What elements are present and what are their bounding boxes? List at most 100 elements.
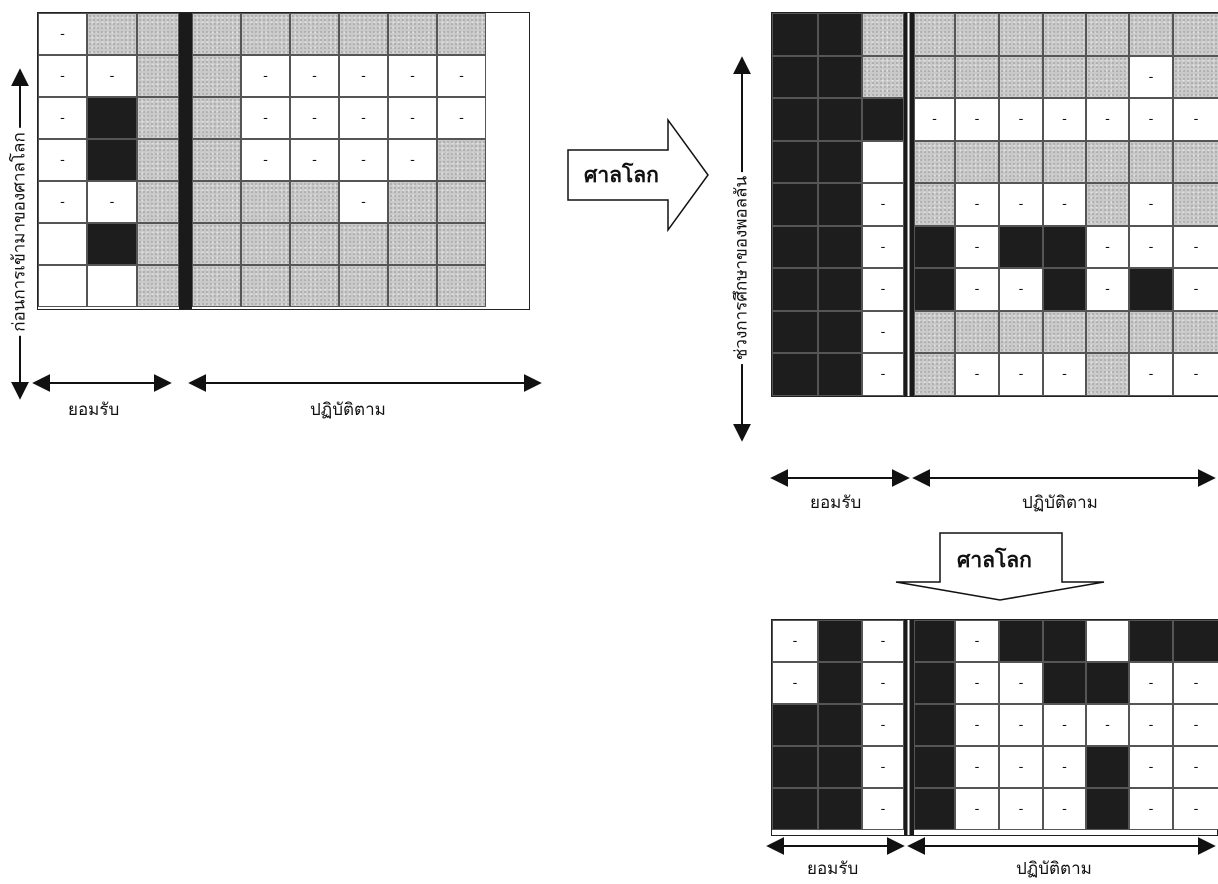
grid-cell: - bbox=[38, 139, 87, 181]
grid-cell bbox=[772, 268, 818, 311]
grid-cell bbox=[1086, 55, 1129, 98]
grid-cell bbox=[1129, 140, 1173, 183]
grid-cell bbox=[772, 140, 818, 183]
label-comply-during: ปฏิบัติตาม bbox=[1022, 493, 1098, 513]
grid-cell bbox=[999, 13, 1043, 56]
label-comply-before: ปฏิบัติตาม bbox=[310, 400, 386, 420]
grid-during-pollan-study: ------------------------------ bbox=[771, 12, 1218, 397]
label-accept-before: ยอมรับ bbox=[68, 400, 120, 420]
grid-divider bbox=[179, 13, 192, 309]
grid-cell bbox=[388, 265, 437, 307]
grid-cell bbox=[1173, 55, 1218, 98]
grid-cell: - bbox=[1129, 788, 1173, 830]
grid-cell bbox=[1173, 310, 1218, 353]
grid-cell: - bbox=[772, 620, 818, 662]
grid-cell: - bbox=[1129, 55, 1173, 98]
grid-cell bbox=[772, 13, 818, 56]
grid-cell: - bbox=[862, 746, 904, 788]
grid-cell bbox=[137, 223, 179, 265]
grid-cell: - bbox=[914, 98, 955, 141]
grid-cell bbox=[818, 704, 862, 746]
grid-cell bbox=[192, 223, 241, 265]
grid-cell: - bbox=[1086, 225, 1129, 268]
grid-cell: - bbox=[241, 97, 290, 139]
grid-cell bbox=[339, 223, 388, 265]
grid-cell: - bbox=[38, 181, 87, 223]
grid-cell bbox=[772, 98, 818, 141]
grid-cell bbox=[862, 140, 904, 183]
grid-cell bbox=[437, 223, 486, 265]
grid-cell bbox=[192, 55, 241, 97]
grid-cell: - bbox=[1043, 98, 1086, 141]
grid-cell: - bbox=[999, 98, 1043, 141]
grid-cell: - bbox=[862, 620, 904, 662]
label-comply-after: ปฏิบัติตาม bbox=[1016, 859, 1092, 879]
label-world-court-right: ศาลโลก bbox=[584, 162, 659, 187]
grid-cell bbox=[87, 265, 137, 307]
grid-cell bbox=[290, 223, 339, 265]
grid-cell: - bbox=[1086, 268, 1129, 311]
grid-cell: - bbox=[1129, 183, 1173, 226]
grid-cell bbox=[818, 662, 862, 704]
grid-cell bbox=[192, 181, 241, 223]
grid-cell bbox=[772, 310, 818, 353]
grid-cell: - bbox=[1173, 746, 1218, 788]
grid-cell bbox=[437, 13, 486, 55]
grid-cell bbox=[999, 55, 1043, 98]
grid-cell: - bbox=[290, 55, 339, 97]
grid-cell bbox=[437, 181, 486, 223]
grid-cell bbox=[818, 310, 862, 353]
grid-cell bbox=[87, 139, 137, 181]
grid-cell: - bbox=[87, 181, 137, 223]
grid-cell bbox=[1173, 620, 1218, 662]
grid-cell bbox=[87, 223, 137, 265]
grid-cell bbox=[192, 139, 241, 181]
grid-cell: - bbox=[1173, 98, 1218, 141]
grid-cell: - bbox=[241, 139, 290, 181]
grid-cell: - bbox=[999, 704, 1043, 746]
grid-cell: - bbox=[999, 746, 1043, 788]
grid-cell: - bbox=[1129, 225, 1173, 268]
grid-cell bbox=[137, 139, 179, 181]
grid-cell bbox=[1129, 310, 1173, 353]
world-court-right-arrow bbox=[567, 117, 709, 233]
grid-cell: - bbox=[1173, 225, 1218, 268]
grid-cell: - bbox=[1043, 353, 1086, 396]
grid-cell bbox=[955, 140, 999, 183]
grid-cell bbox=[914, 13, 955, 56]
grid-cell bbox=[914, 140, 955, 183]
grid-cell bbox=[1129, 620, 1173, 662]
grid-cell bbox=[818, 353, 862, 396]
grid-cell: - bbox=[339, 55, 388, 97]
grid-cell bbox=[818, 225, 862, 268]
grid-cell: - bbox=[1129, 353, 1173, 396]
grid-cell: - bbox=[1129, 98, 1173, 141]
grid-cell bbox=[339, 13, 388, 55]
grid-cell bbox=[1086, 746, 1129, 788]
grid-cell bbox=[818, 13, 862, 56]
grid-cell bbox=[1043, 662, 1086, 704]
grid-cell: - bbox=[437, 55, 486, 97]
grid-cell bbox=[137, 13, 179, 55]
grid-cell: - bbox=[862, 225, 904, 268]
grid-cell: - bbox=[955, 704, 999, 746]
grid-cell: - bbox=[1173, 704, 1218, 746]
label-during-pollan-study: ช่วงการศึกษาของพอลลัน bbox=[732, 171, 752, 365]
grid-cell bbox=[818, 183, 862, 226]
grid-cell bbox=[1129, 13, 1173, 56]
grid-cell bbox=[818, 746, 862, 788]
grid-cell: - bbox=[87, 55, 137, 97]
grid-cell bbox=[772, 183, 818, 226]
grid-cell: - bbox=[388, 97, 437, 139]
grid-cell bbox=[818, 620, 862, 662]
grid-cell: - bbox=[38, 55, 87, 97]
grid-cell: - bbox=[955, 788, 999, 830]
grid-cell bbox=[999, 620, 1043, 662]
grid-cell bbox=[437, 139, 486, 181]
grid-cell: - bbox=[1086, 704, 1129, 746]
grid-cell: - bbox=[1173, 268, 1218, 311]
grid-cell: - bbox=[1173, 353, 1218, 396]
grid-cell bbox=[192, 97, 241, 139]
grid-cell bbox=[192, 265, 241, 307]
grid-cell bbox=[1043, 55, 1086, 98]
